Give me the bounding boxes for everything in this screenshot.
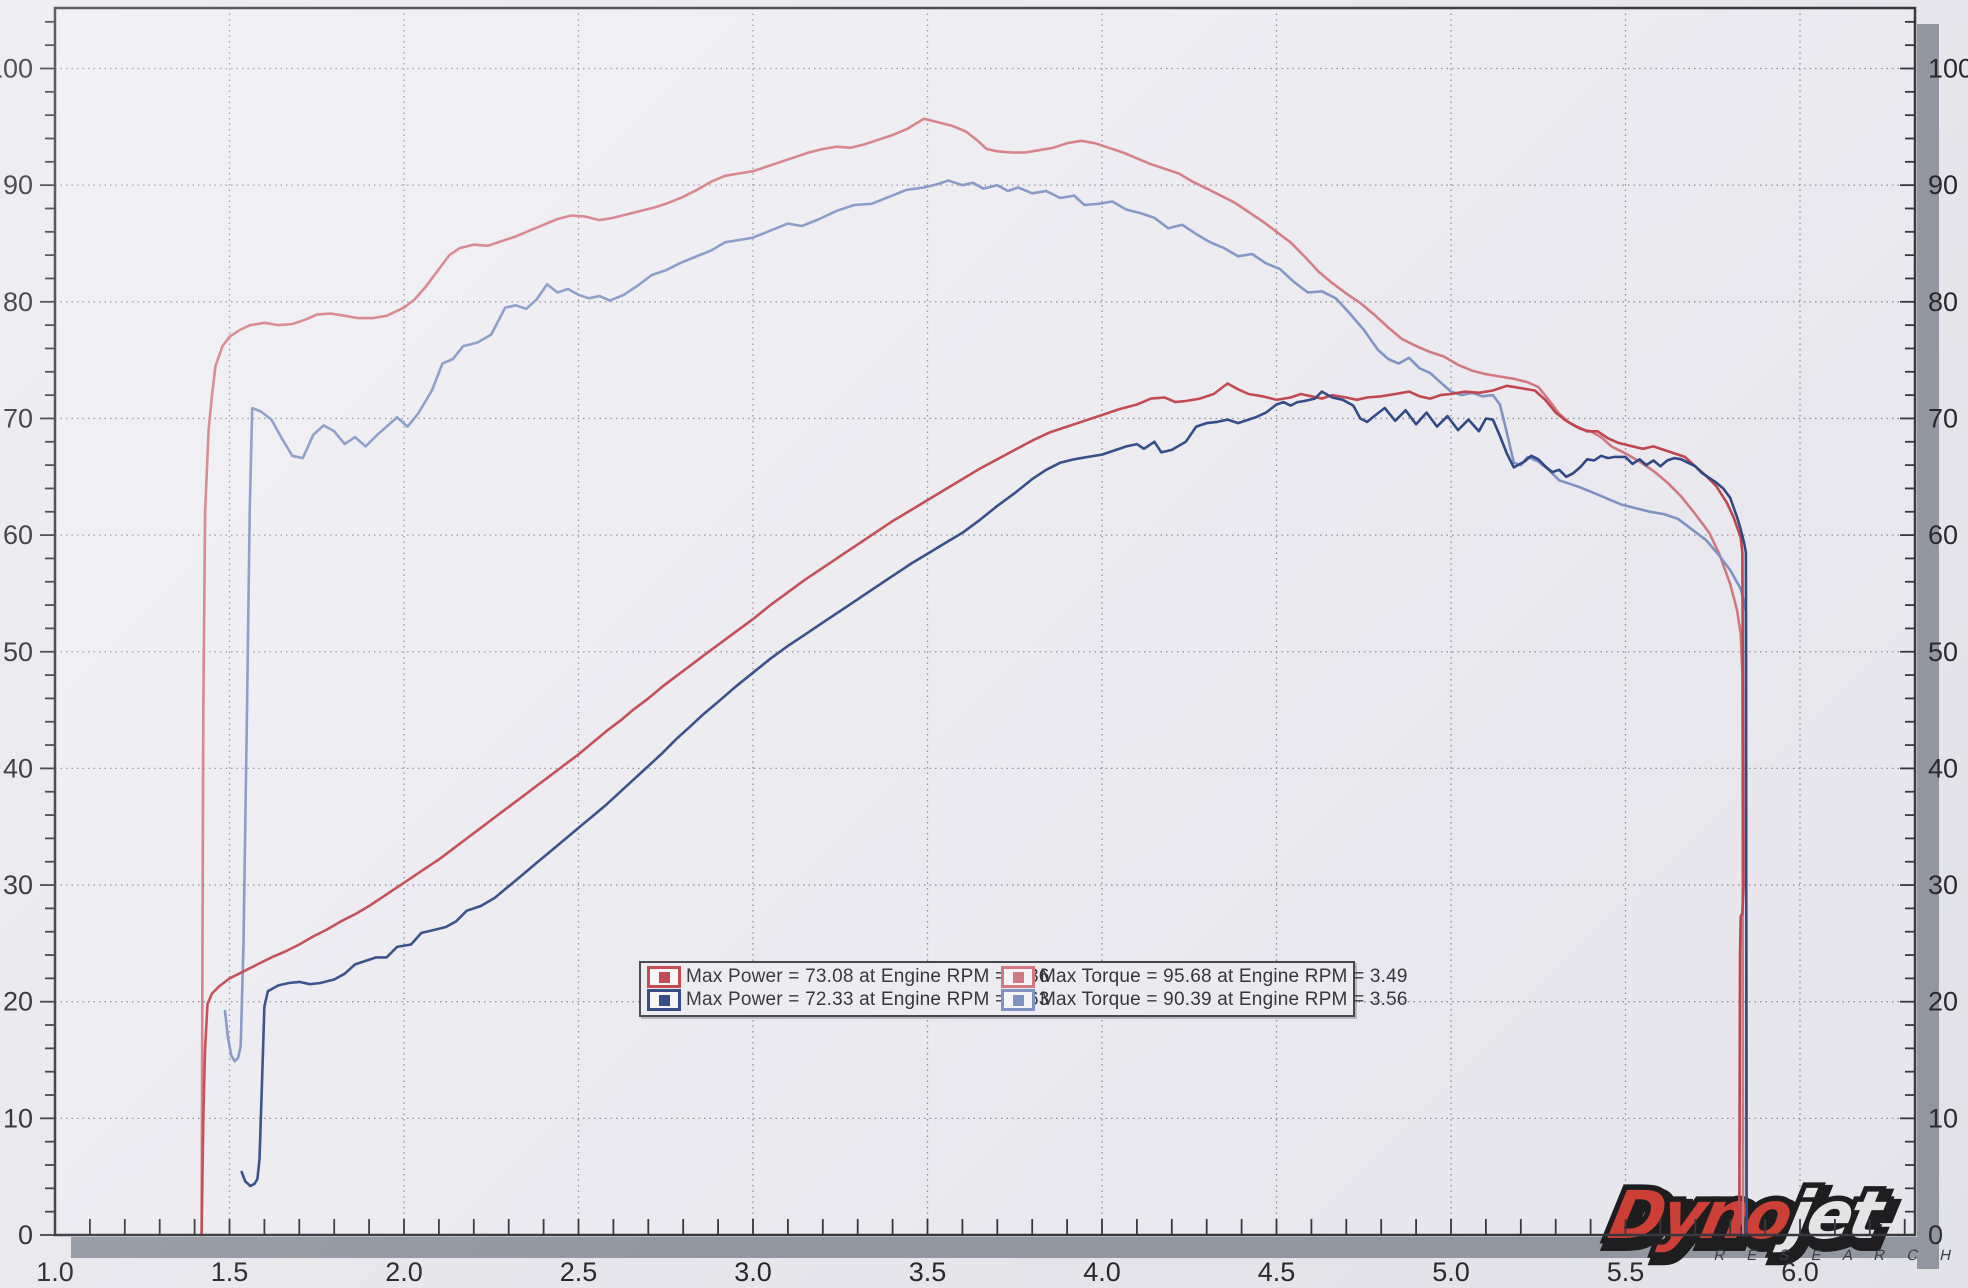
- curve-torque-red: [200, 117, 1745, 1237]
- legend-item: Max Torque = 95.68 at Engine RPM = 3.49: [1001, 966, 1408, 988]
- x-axis-label: 2.0: [385, 1257, 423, 1287]
- x-axis-label: 3.0: [734, 1257, 772, 1287]
- y-axis-label-right: 40: [1928, 753, 1958, 783]
- x-axis-label: 5.0: [1432, 1257, 1470, 1287]
- right-shadow-bar: [1917, 24, 1939, 1269]
- x-axis-label: 1.5: [211, 1257, 249, 1287]
- x-axis-label: 1.0: [36, 1257, 74, 1287]
- x-axis-label: 4.0: [1083, 1257, 1121, 1287]
- dynojet-research-text: R E S E A R C H: [1712, 1247, 1961, 1264]
- y-axis-label-left: 50: [3, 637, 33, 667]
- y-axis-label-right: 90: [1928, 170, 1958, 200]
- plot-area: [55, 8, 1915, 1235]
- y-axis-label-left: 20: [3, 987, 33, 1017]
- legend-item: Max Power = 72.33 at Engine RPM = 4.63: [647, 989, 1049, 1011]
- dynojet-logo-text: Dynojet: [1603, 1177, 1893, 1254]
- y-axis-label-right: 20: [1928, 987, 1958, 1017]
- y-axis-label-right: 60: [1928, 520, 1958, 550]
- x-axis-label: 2.5: [560, 1257, 598, 1287]
- legend-swatch-icon: [647, 989, 681, 1011]
- curve-torque-blue: [223, 179, 1748, 1237]
- x-axis-label: 3.5: [909, 1257, 947, 1287]
- y-axis-label-left: 10: [3, 1103, 33, 1133]
- y-axis-label-right: 50: [1928, 637, 1958, 667]
- x-axis-label: 4.5: [1258, 1257, 1296, 1287]
- legend-label: Max Power = 73.08 at Engine RPM = 4.36: [686, 966, 1050, 987]
- legend-label: Max Power = 72.33 at Engine RPM = 4.63: [686, 989, 1050, 1010]
- y-axis-label-right: 100: [1928, 54, 1968, 84]
- legend-swatch-icon: [1001, 989, 1035, 1011]
- legend-label: Max Torque = 95.68 at Engine RPM = 3.49: [1040, 966, 1408, 987]
- y-axis-label-left: 100: [0, 54, 33, 84]
- y-axis-label-right: 30: [1928, 870, 1958, 900]
- plot-border: [53, 6, 1917, 1237]
- curve-power-red: [200, 382, 1745, 1237]
- y-axis-label-right: 80: [1928, 287, 1958, 317]
- y-axis-label-right: 10: [1928, 1103, 1958, 1133]
- curve-power-blue: [240, 390, 1748, 1237]
- legend-box: Max Power = 73.08 at Engine RPM = 4.36 Ma…: [639, 961, 1407, 1017]
- y-axis-label-right: 0: [1928, 1220, 1943, 1250]
- y-axis-label-left: 70: [3, 403, 33, 433]
- legend-swatch-icon: [647, 966, 681, 988]
- legend-swatch-icon: [1001, 966, 1035, 988]
- x-axis-label: 6.0: [1781, 1257, 1819, 1287]
- legend-label: Max Torque = 90.39 at Engine RPM = 3.56: [1040, 989, 1408, 1010]
- y-axis-label-left: 0: [18, 1220, 33, 1250]
- y-axis-label-left: 30: [3, 870, 33, 900]
- legend-item: Max Torque = 90.39 at Engine RPM = 3.56: [1001, 989, 1408, 1011]
- y-axis-label-left: 80: [3, 287, 33, 317]
- x-axis-label: 5.5: [1607, 1257, 1645, 1287]
- bottom-shadow-bar: [71, 1237, 1939, 1258]
- y-axis-label-right: 70: [1928, 403, 1958, 433]
- y-axis-label-left: 60: [3, 520, 33, 550]
- y-axis-label-left: 40: [3, 753, 33, 783]
- legend-item: Max Power = 73.08 at Engine RPM = 4.36: [647, 966, 1049, 988]
- y-axis-label-left: 90: [3, 170, 33, 200]
